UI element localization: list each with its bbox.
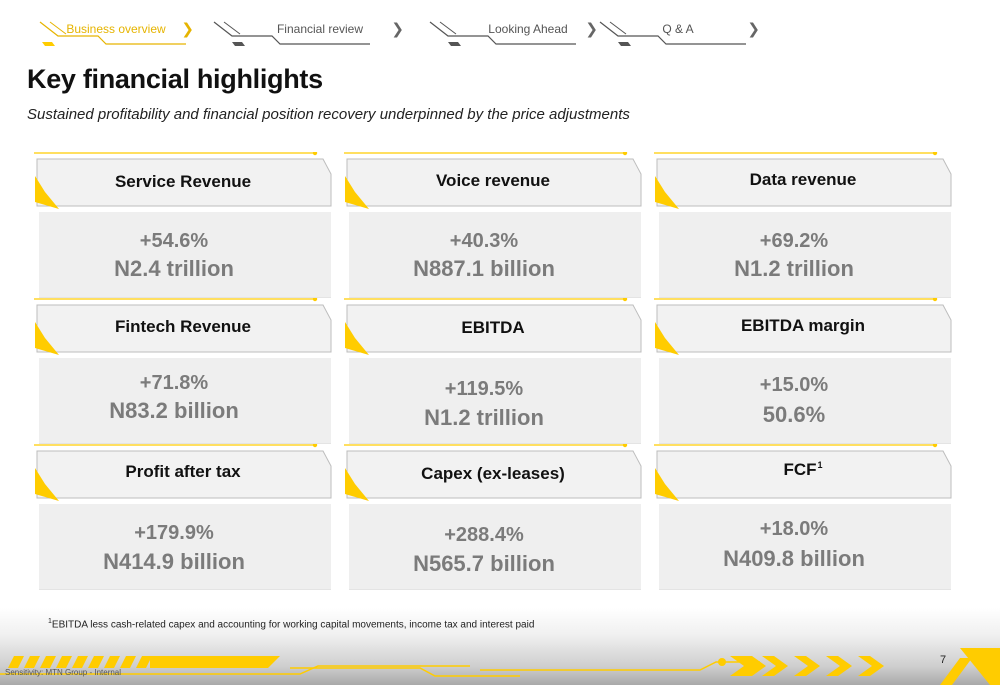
card-body: +69.2% N1.2 trillion	[659, 212, 951, 298]
chevron-stripes-right	[730, 656, 884, 676]
card-title: EBITDA	[461, 318, 525, 337]
classification-label: Sensitivity: MTN Group - Internal	[5, 668, 122, 677]
card-header: Voice revenue	[343, 152, 643, 210]
card-ebitda-margin: EBITDA margin +15.0% 50.6%	[653, 298, 953, 444]
absolute-value: N1.2 trillion	[424, 405, 544, 430]
page-number: 7	[940, 654, 947, 666]
tab-financial-review[interactable]: Financial review ❯	[210, 14, 404, 50]
card-ebitda: EBITDA +119.5% N1.2 trillion	[343, 298, 643, 444]
card-header-frame	[34, 444, 332, 501]
absolute-value: N83.2 billion	[109, 398, 239, 423]
absolute-value: N414.9 billion	[103, 549, 245, 574]
card-body: +54.6% N2.4 trillion	[39, 212, 331, 298]
growth-value: +71.8%	[139, 372, 209, 394]
card-title: FCF1	[653, 460, 953, 480]
tab-label: Q & A	[662, 22, 694, 36]
growth-value: +40.3%	[449, 230, 519, 252]
footnote-text: EBITDA less cash-related capex and accou…	[51, 619, 535, 631]
chevron-right-icon: ❯	[585, 20, 598, 38]
card-data-revenue: Data revenue +69.2% N1.2 trillion	[653, 152, 953, 298]
absolute-value: N409.8 billion	[723, 546, 865, 571]
footnote: 1EBITDA less cash-related capex and acco…	[48, 618, 534, 630]
absolute-value: N565.7 billion	[413, 551, 555, 576]
growth-value: +69.2%	[759, 230, 829, 252]
tab-label: Financial review	[276, 22, 364, 36]
growth-value: +119.5%	[444, 378, 524, 400]
chevron-right-icon: ❯	[747, 20, 760, 38]
card-header: EBITDA	[343, 298, 643, 356]
card-header: EBITDA margin	[653, 298, 953, 356]
card-fcf: FCF1 +18.0% N409.8 billion	[653, 444, 953, 590]
absolute-value: N1.2 trillion	[734, 256, 854, 281]
card-header: Service Revenue	[33, 152, 333, 210]
card-header-frame	[654, 444, 952, 501]
card-header-frame	[34, 152, 332, 209]
card-body: +71.8% N83.2 billion	[39, 358, 331, 444]
card-header-frame	[344, 298, 642, 355]
absolute-value: 50.6%	[762, 402, 826, 427]
card-title: Data revenue	[749, 170, 857, 189]
absolute-value: N2.4 trillion	[114, 256, 234, 281]
footer-decoration	[0, 648, 1000, 685]
section-navigation: Business overview ❯ Financial review ❯ L…	[36, 14, 760, 54]
card-body: +179.9% N414.9 billion	[39, 504, 331, 590]
card-header-frame	[344, 444, 642, 501]
card-title-text: FCF	[783, 460, 817, 479]
card-body: +15.0% 50.6%	[659, 358, 951, 444]
footnote-mark: 1	[48, 618, 52, 625]
card-header-frame	[344, 152, 642, 209]
card-title: Voice revenue	[435, 171, 551, 190]
card-header-frame	[654, 152, 952, 209]
tab-q-and-a[interactable]: Q & A ❯	[596, 14, 760, 50]
tab-decoration	[213, 21, 370, 46]
card-capex: Capex (ex-leases) +288.4% N565.7 billion	[343, 444, 643, 590]
growth-value: +54.6%	[139, 230, 209, 252]
card-fintech-revenue: Fintech Revenue +71.8% N83.2 billion	[33, 298, 333, 444]
card-title: EBITDA margin	[740, 316, 866, 335]
growth-value: +18.0%	[759, 518, 829, 540]
card-title: Service Revenue	[114, 172, 252, 191]
tab-decoration	[39, 21, 186, 46]
page-title: Key financial highlights	[27, 64, 323, 94]
card-profit-after-tax: Profit after tax +179.9% N414.9 billion	[33, 444, 333, 590]
chevron-right-icon: ❯	[391, 20, 404, 38]
growth-value: +15.0%	[759, 374, 829, 396]
card-title: Capex (ex-leases)	[421, 464, 565, 483]
card-header-frame	[34, 298, 332, 355]
tab-decoration	[599, 21, 746, 46]
tab-looking-ahead[interactable]: Looking Ahead ❯	[426, 14, 598, 50]
card-body: +40.3% N887.1 billion	[349, 212, 641, 298]
card-body: +18.0% N409.8 billion	[659, 504, 951, 590]
absolute-value: N887.1 billion	[413, 256, 555, 281]
growth-value: +288.4%	[444, 524, 524, 546]
tab-decoration	[429, 21, 576, 46]
card-header: FCF1	[653, 444, 953, 502]
card-body: +119.5% N1.2 trillion	[349, 358, 641, 444]
tab-label: Business overview	[66, 22, 166, 36]
card-header: Data revenue	[653, 152, 953, 210]
card-header: Profit after tax	[33, 444, 333, 502]
hazard-stripes-left	[8, 656, 152, 668]
card-header: Fintech Revenue	[33, 298, 333, 356]
tab-business-overview[interactable]: Business overview ❯	[36, 14, 196, 50]
card-service-revenue: Service Revenue +54.6% N2.4 trillion	[33, 152, 333, 298]
card-header: Capex (ex-leases)	[343, 444, 643, 502]
card-header-frame	[654, 298, 952, 355]
card-title: Profit after tax	[125, 462, 241, 481]
card-body: +288.4% N565.7 billion	[349, 504, 641, 590]
page-subtitle: Sustained profitability and financial po…	[27, 106, 630, 123]
growth-value: +179.9%	[134, 522, 214, 544]
footnote-marker: 1	[817, 460, 823, 471]
chevron-right-icon: ❯	[181, 20, 194, 38]
card-title: Fintech Revenue	[114, 317, 252, 336]
card-voice-revenue: Voice revenue +40.3% N887.1 billion	[343, 152, 643, 298]
tab-label: Looking Ahead	[488, 22, 568, 36]
